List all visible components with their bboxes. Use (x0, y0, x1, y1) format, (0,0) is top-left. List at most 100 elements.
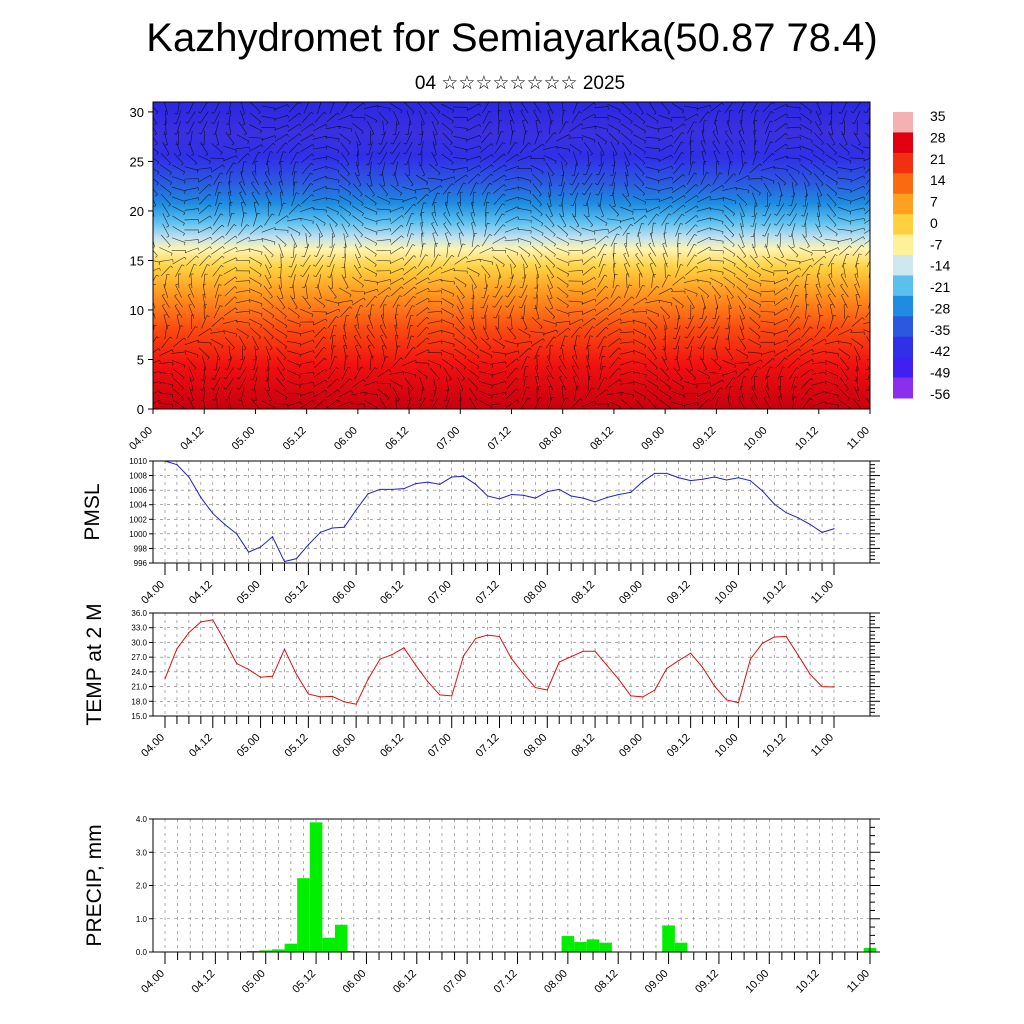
data-point (594, 501, 596, 503)
wind-barb-flag (667, 378, 671, 381)
wind-barb (432, 233, 437, 247)
wind-barb (633, 196, 647, 203)
wind-barb-flag (363, 102, 366, 106)
wind-barb-flag (695, 266, 699, 269)
wind-barb-flag (795, 284, 799, 287)
wind-barb-flag (181, 398, 184, 401)
wind-barb (824, 360, 839, 366)
wind-barb (701, 304, 706, 319)
wind-barb (402, 186, 416, 192)
wind-barb (421, 212, 423, 227)
wind-barb-flag (604, 141, 608, 145)
wind-barb-flag (477, 244, 480, 248)
wind-barb (325, 166, 340, 171)
wind-barb-flag (759, 304, 762, 308)
wind-barb (711, 285, 721, 297)
wind-barb-flag (426, 316, 429, 320)
wind-barb-flag (553, 243, 556, 247)
wind-barb (286, 340, 301, 345)
wind-barb-flag (694, 121, 697, 124)
wind-barb (830, 110, 833, 125)
wind-barb (864, 239, 870, 245)
wind-barb-flag (762, 234, 765, 237)
wind-barb-flag (830, 134, 833, 136)
wind-barb-flag (205, 153, 208, 156)
wind-barb (339, 378, 351, 389)
wind-barb-flag (385, 356, 389, 358)
wind-barb (854, 274, 860, 288)
wind-barb-flag (402, 267, 405, 271)
wind-barb-flag (368, 344, 371, 347)
wind-barb (382, 120, 385, 135)
wind-barb (530, 331, 545, 334)
wind-barb (791, 386, 795, 401)
wind-barb (523, 263, 526, 278)
wind-barb (518, 246, 531, 255)
wind-barb-flag (706, 295, 710, 299)
wind-barb-flag (517, 216, 520, 220)
wind-barb (274, 328, 288, 337)
wind-barb (202, 284, 206, 299)
wind-barb (595, 317, 607, 327)
wind-barb (556, 297, 569, 306)
wind-barb-flag (874, 306, 876, 308)
wind-barb-flag (338, 308, 341, 312)
wind-barb (313, 368, 326, 378)
wind-barb (211, 235, 223, 245)
wind-barb (752, 192, 758, 206)
wind-barb-flag (519, 286, 523, 289)
wind-barb-flag (570, 204, 574, 207)
wind-barb (495, 325, 503, 339)
wind-barb-flag (542, 338, 545, 342)
wind-barb-flag (462, 296, 465, 299)
wind-barb-flag (221, 345, 224, 349)
wind-barb (633, 153, 646, 164)
wind-barb-flag (156, 336, 160, 339)
wind-barb (518, 328, 531, 337)
wind-barb-flag (784, 263, 787, 267)
wind-barb (864, 209, 870, 215)
colorbar-label: 21 (930, 151, 946, 167)
wind-barb (304, 274, 310, 288)
wind-barb (789, 305, 797, 319)
wind-barb (456, 223, 464, 237)
wind-barb-flag (513, 265, 517, 269)
wind-barb-flag (448, 378, 452, 381)
wind-barb (647, 285, 658, 297)
wind-barb-flag (298, 204, 301, 207)
wind-barb (865, 198, 870, 205)
wind-barb-flag (375, 243, 378, 247)
wind-barb-flag (578, 101, 581, 102)
wind-barb-flag (774, 213, 777, 216)
wind-barb (824, 402, 839, 406)
wind-barb (774, 256, 787, 265)
wind-barb (626, 233, 628, 248)
wind-barb-flag (683, 123, 686, 127)
wind-barb (826, 142, 837, 154)
wind-barb-flag (235, 307, 238, 311)
wind-barb-flag (168, 163, 171, 166)
wind-barb (800, 112, 812, 122)
wind-barb (751, 387, 758, 401)
wind-barb (800, 378, 812, 389)
wind-barb (727, 161, 731, 176)
temp-panel: 15.018.021.024.027.030.033.036.004.00 04.… (83, 603, 880, 760)
wind-barb (440, 340, 455, 345)
wind-barb (158, 381, 173, 386)
wind-barb-flag (220, 172, 224, 175)
wind-barb (638, 274, 641, 289)
wind-barb-flag (437, 254, 441, 257)
wind-barb (288, 307, 300, 317)
wind-barb-flag (822, 243, 825, 247)
data-point (690, 652, 692, 654)
wind-barb (586, 335, 591, 350)
wind-barb-flag (349, 202, 352, 206)
precip-bar (259, 950, 273, 952)
wind-barb (748, 288, 762, 295)
wind-barb-flag (754, 256, 758, 259)
data-point (534, 497, 536, 499)
wind-barb-flag (776, 205, 779, 207)
wind-barb (223, 307, 236, 317)
wind-barb-flag (168, 245, 171, 248)
